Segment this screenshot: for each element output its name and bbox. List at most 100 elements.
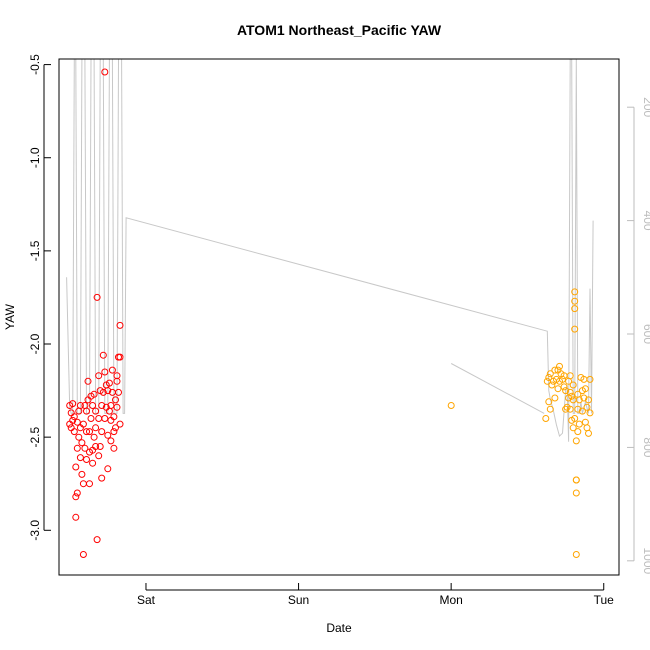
data-point <box>75 433 83 441</box>
data-point <box>571 305 579 313</box>
data-point <box>116 353 124 361</box>
x-tick-label: Sat <box>137 593 156 607</box>
data-point <box>86 480 93 488</box>
data-point <box>87 415 95 422</box>
data-point <box>571 288 579 296</box>
data-point <box>574 405 582 413</box>
y-tick-label: -2.5 <box>28 426 42 447</box>
data-point <box>575 396 583 404</box>
x-tick-label: Sun <box>288 593 309 607</box>
data-point <box>73 444 81 452</box>
data-point <box>95 372 103 380</box>
data-point <box>105 407 113 415</box>
data-point <box>98 428 106 436</box>
data-point <box>84 377 92 385</box>
y-right-tick-label: 200 <box>641 97 650 117</box>
plot-frame <box>58 58 620 576</box>
depth-line-layer <box>66 58 594 442</box>
data-point <box>586 375 594 383</box>
data-point <box>562 387 570 395</box>
data-point <box>572 476 580 484</box>
data-point <box>101 68 109 76</box>
y-tick-label: -0.5 <box>28 54 42 75</box>
data-point <box>70 428 78 436</box>
data-point <box>79 420 87 428</box>
data-point <box>107 402 115 409</box>
data-point <box>72 463 80 471</box>
y-tick-label: -1.5 <box>28 240 42 261</box>
data-point <box>110 413 118 421</box>
data-point <box>70 413 78 421</box>
data-point <box>447 402 455 409</box>
data-point <box>559 375 566 383</box>
data-point <box>104 431 112 439</box>
data-point <box>566 388 574 396</box>
data-point <box>586 409 594 417</box>
points-layer <box>66 68 594 558</box>
data-point <box>580 394 588 402</box>
data-point <box>572 437 580 445</box>
x-axis: Sat Sun Mon Tue <box>137 583 614 607</box>
data-point <box>69 416 77 424</box>
data-point <box>83 407 90 415</box>
chart-title: ATOM1 Northeast_Pacific YAW <box>237 22 442 38</box>
data-point <box>113 372 121 380</box>
data-point <box>551 394 559 402</box>
data-point <box>575 420 583 428</box>
data-point <box>572 489 580 497</box>
y-tick-label: -1.0 <box>28 147 42 168</box>
y-right-tick-label: 1000 <box>641 547 650 574</box>
data-point <box>110 428 118 436</box>
data-point <box>104 465 112 473</box>
data-point <box>89 402 97 409</box>
data-point <box>581 385 589 393</box>
data-point <box>581 418 589 426</box>
data-point <box>99 388 107 396</box>
data-point <box>113 403 121 411</box>
data-point <box>107 437 115 445</box>
data-point <box>571 415 579 422</box>
data-point <box>93 293 101 301</box>
data-point <box>568 392 576 400</box>
data-point <box>578 407 586 415</box>
data-point <box>79 480 87 488</box>
x-tick-label: Mon <box>439 593 462 607</box>
y-right-tick-label: 600 <box>641 324 650 344</box>
y-right-tick-label: 400 <box>641 211 650 231</box>
data-point <box>546 370 554 378</box>
data-point <box>79 551 87 558</box>
depth-line-segment <box>450 363 545 414</box>
data-point <box>551 366 559 374</box>
data-point <box>112 396 119 404</box>
data-point <box>98 402 106 409</box>
data-point <box>108 366 116 374</box>
data-point <box>560 383 568 391</box>
y-axis: -0.5 -1.0 -1.5 -2.0 -2.5 -3.0 <box>28 54 51 541</box>
data-point <box>571 297 579 305</box>
data-point <box>545 398 553 406</box>
data-point <box>72 493 80 501</box>
y-axis-right: 200 400 600 800 1000 <box>627 97 650 574</box>
data-point <box>73 489 81 497</box>
data-point <box>112 424 119 432</box>
data-point <box>83 456 90 463</box>
data-point <box>93 536 101 544</box>
data-point <box>101 415 109 422</box>
data-point <box>83 428 90 436</box>
data-point <box>92 443 100 450</box>
x-tick-label: Tue <box>594 593 615 607</box>
data-point <box>90 433 98 441</box>
data-point <box>574 428 582 436</box>
data-point <box>542 415 550 422</box>
data-point <box>562 405 570 413</box>
data-point <box>98 474 106 482</box>
data-point <box>72 513 80 521</box>
data-point <box>69 400 77 408</box>
data-point <box>110 444 118 452</box>
depth-line-segment <box>66 58 594 442</box>
y-right-tick-label: 800 <box>641 437 650 457</box>
data-point <box>583 403 591 411</box>
data-point <box>585 396 592 404</box>
data-point <box>81 402 89 409</box>
